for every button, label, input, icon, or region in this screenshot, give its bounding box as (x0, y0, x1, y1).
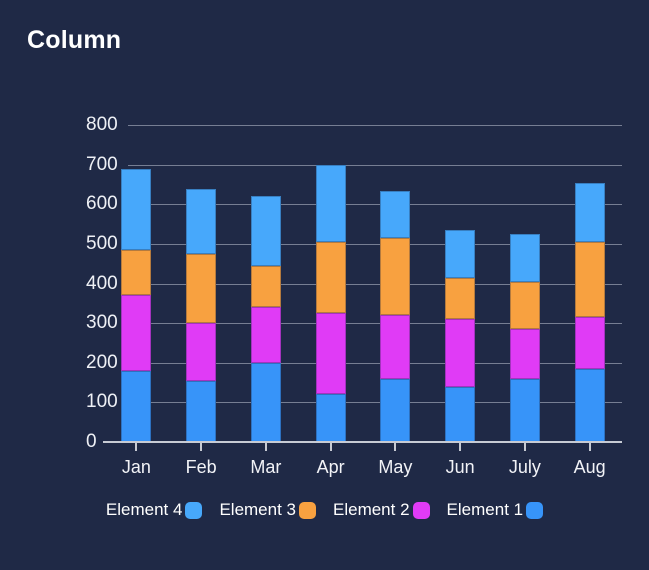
bar-column (186, 0, 217, 442)
bar-segment-element-3[interactable] (250, 265, 281, 308)
x-axis-tick (329, 442, 332, 451)
legend: Element 4 Element 3 Element 2 Element 1 (0, 500, 649, 520)
legend-item-element-1[interactable]: Element 1 (447, 500, 544, 520)
legend-item-label: Element 4 (105, 500, 183, 519)
gridline (128, 244, 622, 245)
x-axis-tick (459, 442, 462, 451)
x-axis-tick (264, 442, 267, 451)
bar-segment-element-2[interactable] (121, 295, 152, 371)
y-axis-tick-label: 100 (86, 391, 118, 413)
legend-item-label: Element 3 (219, 500, 296, 519)
legend-item-element-3[interactable]: Element 3 (219, 500, 316, 520)
bar-segment-element-3[interactable] (509, 281, 540, 330)
bar-segment-element-1[interactable] (121, 370, 152, 442)
bar-segment-element-1[interactable] (250, 362, 281, 442)
chart-title: Column (27, 26, 122, 54)
y-axis-tick-label: 800 (86, 114, 118, 136)
x-axis-tick (588, 442, 591, 451)
x-axis-category-label: Mar (250, 457, 282, 477)
bar-segment-element-3[interactable] (380, 238, 411, 316)
bar-segment-element-3[interactable] (186, 253, 217, 324)
y-axis-tick-label: 600 (86, 193, 118, 215)
gridline (128, 204, 622, 206)
x-axis-line (103, 441, 622, 443)
x-axis-category-label: July (508, 457, 541, 477)
legend-item-element-2[interactable]: Element 2 (333, 500, 430, 520)
y-axis-tick-label: 200 (86, 351, 118, 373)
legend-swatch-icon (299, 501, 316, 519)
bar-segment-element-1[interactable] (380, 378, 411, 442)
x-axis-category-label: Jan (121, 457, 151, 477)
bar-segment-element-4[interactable] (380, 190, 411, 239)
bar-segment-element-4[interactable] (315, 164, 346, 243)
bar-segment-element-2[interactable] (574, 317, 605, 369)
gridline (128, 362, 622, 364)
bar-segment-element-2[interactable] (315, 313, 346, 395)
bar-column (250, 0, 281, 442)
bar-segment-element-1[interactable] (315, 394, 346, 442)
y-axis-tick-label: 500 (86, 233, 118, 254)
bar-segment-element-1[interactable] (186, 380, 217, 442)
legend-swatch-icon (412, 501, 430, 519)
x-axis-category-label: Feb (185, 457, 217, 477)
bar-segment-element-1[interactable] (574, 368, 605, 442)
gridline (128, 402, 622, 404)
bar-column (315, 0, 346, 442)
bar-segment-element-4[interactable] (186, 188, 217, 254)
bar-segment-element-4[interactable] (574, 182, 605, 242)
bar-column (121, 0, 152, 442)
bar-segment-element-1[interactable] (445, 386, 476, 442)
x-axis-category-label: Aug (573, 457, 606, 477)
bar-column (574, 0, 605, 442)
legend-item-label: Element 2 (333, 500, 410, 519)
y-axis-tick-label: 400 (86, 272, 118, 294)
bar-segment-element-1[interactable] (509, 378, 540, 442)
x-axis-tick (135, 442, 138, 451)
x-axis-category-label: Apr (316, 457, 345, 477)
bar-segment-element-4[interactable] (509, 234, 540, 282)
bar-segment-element-4[interactable] (250, 196, 281, 266)
bar-segment-element-2[interactable] (445, 319, 476, 387)
bar-column (509, 0, 540, 442)
bar-segment-element-3[interactable] (574, 242, 605, 318)
bar-segment-element-3[interactable] (121, 249, 152, 296)
gridline (128, 323, 622, 325)
bar-segment-element-2[interactable] (509, 329, 540, 379)
bar-segment-element-2[interactable] (186, 323, 217, 381)
y-axis-tick-label: 300 (86, 312, 118, 334)
bar-segment-element-3[interactable] (445, 277, 476, 320)
gridline (128, 125, 622, 127)
bar-column (380, 0, 411, 442)
legend-item-label: Element 1 (446, 500, 524, 519)
y-axis-tick-label: 700 (86, 153, 118, 175)
bar-column (445, 0, 476, 442)
bar-segment-element-4[interactable] (445, 230, 476, 278)
x-axis-tick (200, 442, 203, 451)
legend-item-element-4[interactable]: Element 4 (106, 500, 203, 520)
x-axis-category-label: May (378, 457, 413, 477)
bar-segment-element-2[interactable] (250, 307, 281, 363)
legend-swatch-icon (526, 501, 544, 519)
legend-swatch-icon (185, 501, 203, 519)
gridline (128, 164, 622, 166)
y-axis-tick-label: 0 (86, 431, 97, 452)
x-axis-tick (523, 442, 526, 451)
bar-segment-element-2[interactable] (380, 315, 411, 379)
x-axis-tick (394, 442, 397, 451)
x-axis-category-label: Jun (445, 457, 475, 477)
gridline (128, 283, 622, 285)
bar-segment-element-3[interactable] (315, 242, 346, 314)
bar-segment-element-4[interactable] (121, 168, 152, 250)
